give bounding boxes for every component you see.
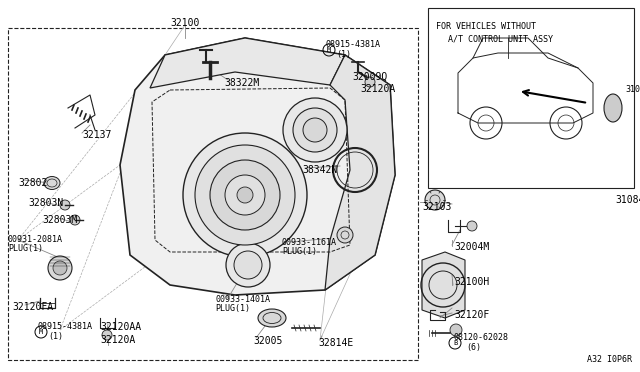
- Ellipse shape: [44, 176, 60, 189]
- Text: 08915-4381A: 08915-4381A: [38, 322, 93, 331]
- Circle shape: [293, 108, 337, 152]
- Circle shape: [70, 215, 80, 225]
- Bar: [428, 8, 634, 188]
- Circle shape: [467, 221, 477, 231]
- Text: M: M: [327, 47, 331, 53]
- Text: 32814E: 32814E: [318, 338, 353, 348]
- Circle shape: [450, 324, 462, 336]
- Text: (1): (1): [336, 50, 351, 59]
- Text: 31084E: 31084E: [625, 86, 640, 94]
- Circle shape: [195, 145, 295, 245]
- Text: 32120A: 32120A: [100, 335, 135, 345]
- Text: 08915-4381A: 08915-4381A: [326, 40, 381, 49]
- Text: 32009Q: 32009Q: [352, 72, 387, 82]
- Text: 32137: 32137: [82, 130, 111, 140]
- Text: 32120F: 32120F: [454, 310, 489, 320]
- Text: 32005: 32005: [253, 336, 282, 346]
- Text: PLUG(1): PLUG(1): [8, 244, 43, 253]
- Polygon shape: [150, 38, 345, 88]
- Text: 32100: 32100: [170, 18, 200, 28]
- Circle shape: [283, 98, 347, 162]
- Circle shape: [337, 227, 353, 243]
- Text: 32120A: 32120A: [360, 84, 396, 94]
- Circle shape: [303, 118, 327, 142]
- Text: 32103: 32103: [422, 202, 451, 212]
- Text: 00933-1161A: 00933-1161A: [282, 238, 337, 247]
- Circle shape: [226, 243, 270, 287]
- Circle shape: [210, 160, 280, 230]
- Text: 00931-2081A: 00931-2081A: [8, 235, 63, 244]
- Text: FOR VEHICLES WITHOUT: FOR VEHICLES WITHOUT: [436, 22, 536, 31]
- Circle shape: [183, 133, 307, 257]
- Text: (6): (6): [466, 343, 481, 352]
- Ellipse shape: [604, 94, 622, 122]
- Text: B: B: [453, 340, 457, 346]
- Text: 08120-62028: 08120-62028: [454, 333, 509, 342]
- Circle shape: [225, 175, 265, 215]
- Polygon shape: [422, 252, 465, 318]
- Circle shape: [102, 330, 112, 340]
- Circle shape: [234, 251, 262, 279]
- Text: PLUG(1): PLUG(1): [215, 304, 250, 313]
- Polygon shape: [120, 38, 395, 295]
- Text: PLUG(1): PLUG(1): [282, 247, 317, 256]
- Text: (1): (1): [48, 332, 63, 341]
- Circle shape: [425, 190, 445, 210]
- Circle shape: [365, 77, 375, 87]
- Circle shape: [60, 200, 70, 210]
- Text: 38322M: 38322M: [224, 78, 259, 88]
- Circle shape: [237, 187, 253, 203]
- Text: 32100H: 32100H: [454, 277, 489, 287]
- Text: A32 I0P6R: A32 I0P6R: [587, 355, 632, 364]
- Text: A/T CONTROL UNIT ASSY: A/T CONTROL UNIT ASSY: [448, 34, 553, 43]
- Text: 32803N: 32803N: [28, 198, 63, 208]
- Circle shape: [53, 261, 67, 275]
- Circle shape: [48, 256, 72, 280]
- Text: 32803M: 32803M: [42, 215, 77, 225]
- Text: 32120AA: 32120AA: [100, 322, 141, 332]
- Text: 00933-1401A: 00933-1401A: [215, 295, 270, 304]
- Ellipse shape: [258, 309, 286, 327]
- Bar: [8, 28, 418, 360]
- Text: 31084E: 31084E: [615, 195, 640, 205]
- Text: M: M: [39, 329, 43, 335]
- Polygon shape: [325, 55, 395, 290]
- Text: 38342N: 38342N: [302, 165, 337, 175]
- Text: 32120FA: 32120FA: [12, 302, 53, 312]
- Text: 32802: 32802: [18, 178, 47, 188]
- Text: 32004M: 32004M: [454, 242, 489, 252]
